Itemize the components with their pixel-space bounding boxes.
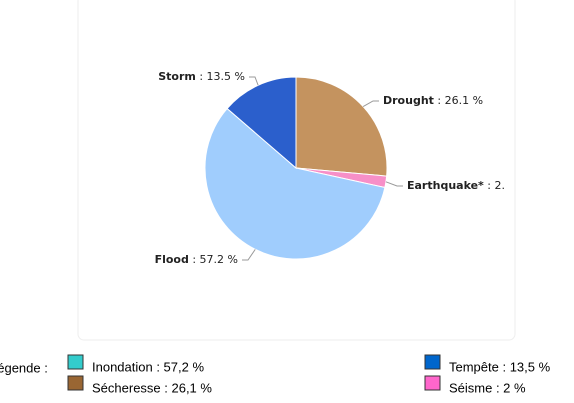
legend-label: Tempête : 13,5 % xyxy=(449,359,551,374)
legend-label: Sécheresse : 26,1 % xyxy=(92,380,212,395)
legend-swatch xyxy=(424,354,441,370)
legend-swatch xyxy=(67,354,84,370)
label-value: 13.5 % xyxy=(207,70,245,83)
leader-line xyxy=(242,249,256,261)
data-label: Drought : 26.1 % xyxy=(383,94,483,107)
legend-label: Séisme : 2 % xyxy=(449,380,526,395)
legend-swatch xyxy=(424,375,441,391)
card xyxy=(77,0,516,341)
label-value: 57.2 % xyxy=(200,253,238,266)
data-label: Earthquake* : 2. xyxy=(407,179,505,192)
legend: Légende : Inondation : 57,2 % Sécheresse … xyxy=(0,354,551,395)
pie-slice xyxy=(295,76,388,177)
legend-title: Légende : xyxy=(0,360,48,375)
pie-slice xyxy=(226,76,297,170)
leader-line xyxy=(362,100,379,108)
label-name: Drought xyxy=(383,94,434,107)
legend-label: Inondation : 57,2 % xyxy=(92,359,204,374)
data-label: Storm : 13.5 % xyxy=(158,70,245,83)
label-separator: : xyxy=(434,94,445,107)
leader-line xyxy=(385,181,403,187)
pie: Drought : 26.1 % Earthquake* : 2. Flood : … xyxy=(155,70,505,266)
label-name: Flood xyxy=(155,253,189,266)
label-value: 2. xyxy=(495,179,506,192)
label-value: 26.1 % xyxy=(445,94,483,107)
label-name: Storm xyxy=(158,70,196,83)
data-label: Flood : 57.2 % xyxy=(155,253,238,266)
legend-swatch xyxy=(67,375,84,391)
label-separator: : xyxy=(196,70,207,83)
leader-line xyxy=(249,76,259,86)
label-name: Earthquake* xyxy=(407,179,484,192)
label-separator: : xyxy=(484,179,495,192)
label-separator: : xyxy=(189,253,200,266)
